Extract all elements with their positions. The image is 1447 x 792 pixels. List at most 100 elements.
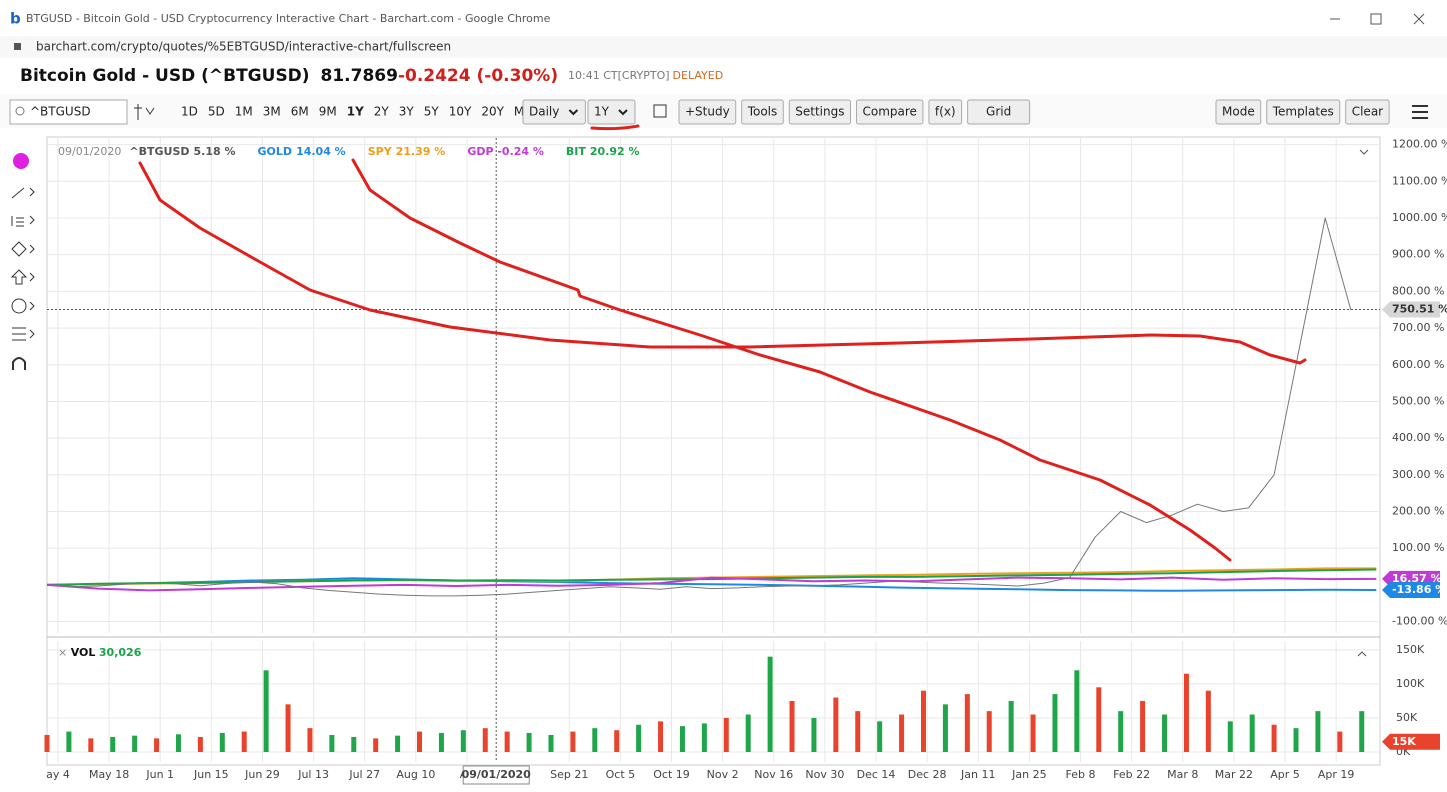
volume-bar [855, 711, 861, 752]
period-button[interactable]: 9M [319, 105, 337, 119]
x-tick-label: Mar 22 [1215, 768, 1253, 781]
volume-bar [460, 730, 466, 752]
toolbar-button[interactable]: +Study [678, 99, 737, 125]
text-tool[interactable] [11, 298, 27, 314]
volume-bar [66, 731, 72, 752]
volume-label: VOL [71, 646, 96, 659]
text-tool-arrow [29, 301, 35, 311]
grid [47, 138, 1380, 762]
volume-bar [701, 723, 707, 752]
maximize[interactable] [1370, 13, 1382, 25]
x-tick-label: Jul 13 [297, 768, 329, 781]
toolbar-button-label: Tools [747, 105, 778, 119]
collapse-icon[interactable] [1359, 149, 1369, 155]
period-button[interactable]: 20Y [481, 105, 504, 119]
range-dropdown-bg [587, 99, 636, 125]
toolbar-button[interactable]: Mode [1215, 99, 1262, 125]
toolbar-button-bg [678, 99, 737, 125]
legend-value: 20.92 % [590, 145, 640, 158]
y-tick-label: 500.00 % [1392, 394, 1444, 407]
arrow-tool[interactable] [10, 269, 35, 285]
quote-time: 10:41 CT[CRYPTO] [568, 69, 670, 82]
legend-value: 21.39 % [396, 145, 446, 158]
url[interactable]: barchart.com/crypto/quotes/%5EBTGUSD/int… [36, 40, 451, 54]
period-button[interactable]: 5D [208, 105, 225, 119]
volume-bar [899, 714, 905, 752]
y-tick-label: 150K [1396, 643, 1425, 656]
menu-icon[interactable] [1412, 105, 1428, 119]
period-button[interactable]: 1D [181, 105, 198, 119]
toolbar-button[interactable]: f(x) [928, 99, 963, 125]
volume-bar [329, 734, 335, 752]
legend-name: SPY [368, 145, 393, 158]
last-price: 81.7869 [321, 66, 398, 86]
y-tick-label: 100.00 % [1392, 541, 1444, 554]
x-tick-label: Sep 21 [550, 768, 588, 781]
title-bar [0, 0, 1447, 36]
price-pane [46, 217, 1377, 597]
period-button[interactable]: 1Y [347, 105, 364, 119]
series-line [46, 576, 1377, 592]
range-dropdown[interactable]: 1Y [587, 99, 636, 125]
window-title: BTGUSD - Bitcoin Gold - USD Cryptocurren… [26, 12, 551, 25]
x-tick-label: Feb 22 [1113, 768, 1150, 781]
fib-tool[interactable] [11, 215, 35, 227]
range-dropdown-label: 1Y [594, 105, 610, 119]
period-button[interactable]: 2Y [374, 105, 390, 119]
volume-bar [110, 737, 116, 752]
volume-bar [197, 737, 203, 752]
volume-bar [1118, 711, 1124, 752]
volume-bar [482, 728, 488, 752]
volume-collapse[interactable] [1357, 651, 1367, 657]
toolbar-button-label: Templates [1272, 105, 1334, 119]
volume-bar [1227, 721, 1233, 752]
y-tick-label: -100.00 % [1392, 615, 1447, 628]
toolbar-button-bg [741, 99, 784, 125]
volume-bar [1183, 673, 1189, 752]
period-button[interactable]: 1M [235, 105, 253, 119]
period-button[interactable]: 3Y [399, 105, 415, 119]
toolbar-button[interactable]: Compare [855, 99, 924, 125]
series-line [46, 577, 1377, 592]
volume-bar [1140, 700, 1146, 752]
toolbar-button[interactable]: Clear [1345, 99, 1390, 125]
volume-bar [504, 731, 510, 752]
line-tool[interactable] [11, 187, 35, 199]
quote-header: Bitcoin Gold - USD (^BTGUSD) 81.7869-0.2… [20, 66, 723, 86]
price-tag-label: 15K [1392, 735, 1416, 748]
pattern-tool[interactable] [12, 327, 35, 341]
x-tick-label: Feb 8 [1066, 768, 1096, 781]
y-tick-label: 800.00 % [1392, 284, 1444, 297]
volume-bar [986, 711, 992, 752]
period-button[interactable]: 6M [291, 105, 309, 119]
x-tick-label: Dec 28 [908, 768, 947, 781]
period-button[interactable]: 3M [263, 105, 281, 119]
magnet-tool[interactable] [12, 357, 26, 370]
volume-bar [438, 732, 444, 752]
price-tag [1382, 582, 1440, 599]
calendar-icon[interactable] [653, 104, 667, 118]
shape-tool[interactable] [11, 241, 35, 257]
volume-bar [679, 726, 685, 752]
symbol-input[interactable] [9, 99, 128, 125]
close[interactable] [1413, 13, 1425, 25]
y-tick-label: 1200.00 % [1392, 138, 1447, 151]
period-button[interactable]: 5Y [424, 105, 440, 119]
toolbar-button[interactable]: Grid [967, 99, 1031, 125]
color-tool[interactable] [13, 153, 29, 169]
toolbar-button[interactable]: Settings [788, 99, 851, 125]
volume-bar [132, 735, 138, 752]
interval-dropdown-bg [522, 99, 586, 125]
toolbar-button[interactable]: Tools [741, 99, 784, 125]
series-line [46, 568, 1377, 586]
x-tick-label: Jun 15 [193, 768, 229, 781]
period-button[interactable]: 10Y [449, 105, 472, 119]
y-tick-label: 300.00 % [1392, 468, 1444, 481]
volume-bar [1359, 711, 1365, 752]
interval-dropdown[interactable]: Daily [522, 99, 586, 125]
x-tick-label: Jun 29 [244, 768, 280, 781]
legend-value: -0.24 % [497, 145, 544, 158]
toolbar-button[interactable]: Templates [1266, 99, 1341, 125]
chart-type-icon[interactable] [134, 104, 155, 120]
